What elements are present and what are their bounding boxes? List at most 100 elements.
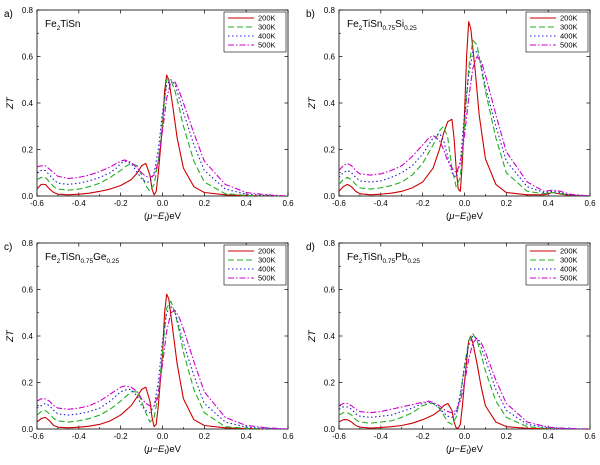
x-tick-label: -0.4: [374, 199, 388, 208]
series-line-500K: [37, 309, 288, 429]
y-tick-label: 0.2: [22, 146, 34, 155]
legend-label: 200K: [560, 247, 578, 256]
y-tick-label: 0.8: [324, 6, 336, 15]
series-line-400K: [37, 79, 288, 196]
legend-label: 300K: [560, 23, 578, 32]
y-tick-label: 0.6: [22, 53, 34, 62]
legend-label: 500K: [560, 274, 578, 283]
x-tick-label: -0.6: [332, 199, 346, 208]
legend-label: 300K: [258, 23, 276, 32]
chart-panel-b: -0.6 -0.4 -0.2 0.0 0.2 0.4 0.6 0.0 0.2 0.4 0.6 0.8 (…: [306, 6, 596, 223]
x-tick-label: 0.0: [157, 199, 169, 208]
series-line-300K: [37, 300, 288, 429]
panel-label: a): [4, 9, 13, 20]
legend-box: [525, 11, 589, 53]
x-tick-label: -0.6: [30, 432, 44, 441]
compound-title: Fe2TiSn0.75Si0.25: [347, 19, 417, 32]
y-tick-label: 0.6: [324, 286, 336, 295]
legend-label: 400K: [560, 32, 578, 41]
chart-panel-c: -0.6 -0.4 -0.2 0.0 0.2 0.4 0.6 0.0 0.2 0.4 0.6 0.8 (…: [4, 239, 294, 456]
x-axis-title: (μ−Ef)eV: [446, 211, 484, 223]
y-axis-title: ZT: [307, 96, 318, 110]
x-axis-title: (μ−Ef)eV: [446, 444, 484, 456]
legend-label: 300K: [560, 256, 578, 265]
x-tick-label: -0.4: [72, 432, 86, 441]
legend-label: 500K: [258, 274, 276, 283]
y-tick-label: 0.4: [22, 332, 34, 341]
compound-title: Fe2TiSn0.75Pb0.25: [347, 252, 420, 265]
legend-label: 400K: [258, 265, 276, 274]
legend-box: [223, 11, 287, 53]
series-line-500K: [37, 81, 288, 196]
legend-label: 500K: [258, 41, 276, 50]
series-line-200K: [339, 21, 590, 196]
series-line-200K: [37, 293, 288, 429]
x-tick-label: -0.4: [374, 432, 388, 441]
legend-label: 400K: [560, 265, 578, 274]
x-tick-label: -0.2: [416, 199, 430, 208]
legend-label: 200K: [258, 14, 276, 23]
panel-label: b): [306, 9, 315, 20]
series-line-500K: [339, 337, 590, 429]
y-tick-label: 0.2: [324, 379, 336, 388]
x-tick-label: 0.0: [157, 432, 169, 441]
panel-label: c): [4, 242, 12, 253]
x-tick-label: 0.6: [584, 199, 596, 208]
y-tick-label: 0.0: [324, 192, 336, 201]
compound-title: Fe2TiSn: [45, 19, 81, 32]
legend-box: [223, 244, 287, 286]
y-tick-label: 0.0: [22, 425, 34, 434]
x-tick-label: -0.2: [114, 432, 128, 441]
y-tick-label: 0.8: [324, 239, 336, 248]
y-tick-label: 0.2: [324, 146, 336, 155]
y-tick-label: 0.6: [324, 53, 336, 62]
y-axis-title: ZT: [5, 329, 16, 343]
y-tick-label: 0.0: [324, 425, 336, 434]
y-tick-label: 0.8: [22, 239, 34, 248]
x-tick-label: 0.2: [199, 199, 211, 208]
x-tick-label: 0.2: [501, 199, 513, 208]
compound-title: Fe2TiSn0.75Ge0.25: [45, 252, 120, 265]
x-tick-label: -0.2: [114, 199, 128, 208]
y-tick-label: 0.0: [22, 192, 34, 201]
x-tick-label: 0.6: [282, 199, 294, 208]
x-tick-label: 0.4: [543, 199, 555, 208]
x-tick-label: 0.2: [501, 432, 513, 441]
series-line-400K: [339, 335, 590, 429]
x-tick-label: 0.4: [543, 432, 555, 441]
x-tick-label: 0.0: [459, 432, 471, 441]
x-axis-title: (μ−Ef)eV: [144, 211, 182, 223]
y-axis-title: ZT: [5, 96, 16, 110]
x-tick-label: -0.6: [30, 199, 44, 208]
panel-label: d): [306, 242, 315, 253]
legend-label: 300K: [258, 256, 276, 265]
y-tick-label: 0.4: [324, 332, 336, 341]
chart-panel-a: -0.6 -0.4 -0.2 0.0 0.2 0.4 0.6 0.0 0.2 0.4 0.6 0.8 (…: [4, 6, 294, 223]
x-axis-title: (μ−Ef)eV: [144, 444, 182, 456]
x-tick-label: 0.6: [282, 432, 294, 441]
x-tick-label: 0.4: [241, 432, 253, 441]
x-tick-label: 0.4: [241, 199, 253, 208]
y-tick-label: 0.2: [22, 379, 34, 388]
y-tick-label: 0.6: [22, 286, 34, 295]
y-tick-label: 0.4: [324, 99, 336, 108]
y-tick-label: 0.8: [22, 6, 34, 15]
series-line-200K: [339, 335, 590, 429]
legend-label: 500K: [560, 41, 578, 50]
x-tick-label: -0.4: [72, 199, 86, 208]
x-tick-label: 0.2: [199, 432, 211, 441]
y-axis-title: ZT: [307, 329, 318, 343]
chart-panel-d: -0.6 -0.4 -0.2 0.0 0.2 0.4 0.6 0.0 0.2 0.4 0.6 0.8 (…: [306, 239, 596, 456]
legend-label: 400K: [258, 32, 276, 41]
legend-box: [525, 244, 589, 286]
x-tick-label: 0.0: [459, 199, 471, 208]
y-tick-label: 0.4: [22, 99, 34, 108]
legend-label: 200K: [258, 247, 276, 256]
series-line-300K: [37, 79, 288, 196]
x-tick-label: -0.6: [332, 432, 346, 441]
